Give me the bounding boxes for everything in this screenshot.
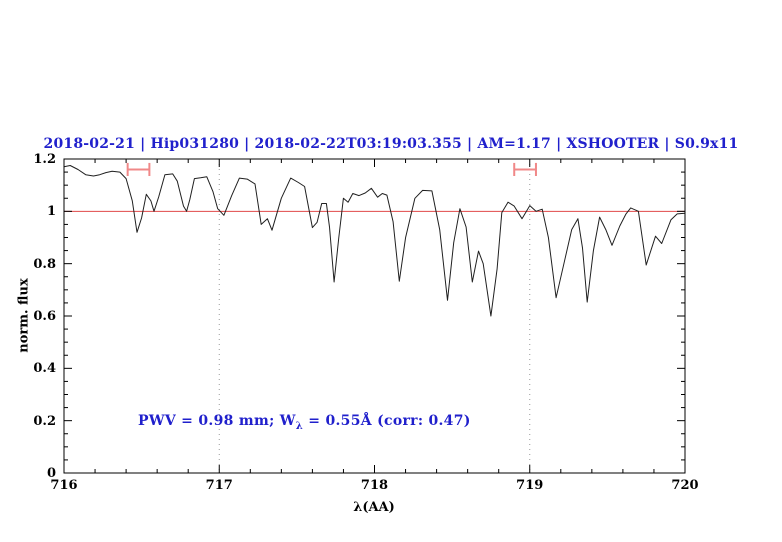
pwv-annotation-suffix: = 0.55Å (corr: 0.47): [303, 413, 471, 429]
pwv-annotation: PWV = 0.98 mm; Wλ = 0.55Å (corr: 0.47): [138, 413, 471, 432]
x-tick-label: 717: [205, 478, 233, 493]
y-axis-label: norm. flux: [16, 278, 32, 353]
x-axis-label: λ(AA): [353, 500, 395, 515]
x-tick-label: 718: [360, 478, 389, 493]
y-tick-label: 0.8: [33, 256, 56, 272]
x-tick-label: 719: [516, 478, 544, 493]
lambda-subscript: λ: [295, 420, 304, 432]
y-tick-label: 0.2: [33, 413, 56, 429]
y-tick-label: 1: [46, 204, 56, 220]
pwv-annotation-prefix: PWV = 0.98 mm; W: [138, 413, 296, 429]
plot-frame: [63, 158, 686, 474]
x-tick-label: 720: [671, 478, 699, 493]
plot-title: 2018-02-21 | Hip031280 | 2018-02-22T03:1…: [43, 136, 739, 152]
y-tick-label: 0.4: [33, 361, 56, 377]
x-tick-label: 716: [50, 478, 78, 493]
y-tick-label: 0.6: [33, 309, 56, 324]
y-tick-label: 1.2: [33, 152, 56, 167]
spectrum-curve: [63, 165, 686, 317]
y-tick-label: 0: [46, 466, 56, 481]
